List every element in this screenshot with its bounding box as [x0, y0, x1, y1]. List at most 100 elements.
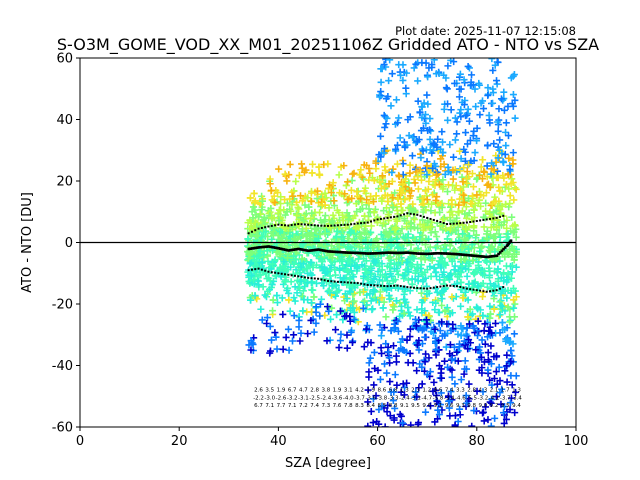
scatter-point: [445, 273, 453, 281]
scatter-point: [507, 289, 515, 297]
scatter-point: [321, 242, 329, 250]
scatter-point: [441, 276, 449, 284]
lower_bound-point: [257, 267, 260, 270]
scatter-point: [446, 272, 454, 280]
mean-point: [356, 251, 360, 255]
scatter-point: [463, 168, 471, 176]
scatter-point: [416, 220, 424, 228]
mean-point: [365, 252, 368, 255]
scatter-point: [476, 111, 484, 119]
scatter-point: [389, 203, 397, 211]
scatter-point: [484, 349, 492, 357]
scatter-point: [457, 113, 465, 121]
scatter-point: [290, 312, 298, 320]
scatter-point: [312, 303, 320, 311]
scatter-point: [289, 192, 297, 200]
scatter-point: [251, 206, 259, 214]
scatter-point: [437, 245, 445, 253]
upper_bound-point: [247, 232, 250, 235]
scatter-point: [486, 302, 494, 310]
scatter-point: [476, 349, 484, 357]
scatter-point: [487, 201, 495, 209]
scatter-point: [464, 180, 472, 188]
scatter-point: [473, 137, 481, 145]
y-tick-label: -60: [52, 421, 73, 436]
scatter-point: [289, 337, 297, 345]
scatter-point: [467, 81, 475, 89]
scatter-point: [286, 307, 294, 315]
scatter-point: [307, 189, 315, 197]
scatter-point: [400, 215, 408, 223]
scatter-point: [424, 73, 432, 81]
scatter-point: [483, 227, 491, 235]
scatter-point: [436, 327, 444, 335]
scatter-point: [428, 63, 436, 71]
scatter-point: [377, 132, 385, 140]
scatter-point: [270, 277, 278, 285]
scatter-point: [326, 181, 334, 189]
scatter-point: [321, 229, 329, 237]
scatter-point: [471, 149, 479, 157]
mean-point: [447, 252, 451, 255]
scatter-point: [463, 332, 471, 340]
scatter-point: [448, 366, 456, 374]
scatter-point: [463, 272, 471, 280]
scatter-point: [295, 316, 303, 324]
mean-point: [327, 250, 330, 253]
mean-point: [369, 252, 373, 255]
mean-point: [411, 251, 414, 255]
scatter-point: [436, 257, 444, 265]
annotation-value: -2.6: [276, 395, 287, 401]
lower_bound-point: [379, 284, 382, 287]
upper_bound-point: [274, 224, 277, 227]
mean-point: [497, 252, 500, 256]
lower_bound-point: [452, 284, 455, 287]
mean-point: [416, 252, 419, 255]
mean-point: [451, 252, 454, 256]
scatter-point: [384, 93, 392, 101]
scatter-point: [423, 371, 431, 379]
scatter-point: [473, 387, 481, 395]
scatter-point: [425, 254, 433, 262]
scatter-point: [392, 145, 400, 153]
scatter-point: [410, 64, 418, 72]
scatter-point: [485, 264, 493, 272]
annotation-value: -3.6: [332, 395, 343, 401]
scatter-point: [378, 172, 386, 180]
scatter-point: [332, 326, 340, 334]
lower_bound-point: [472, 288, 475, 291]
upper_bound-point: [442, 222, 445, 225]
scatter-point: [413, 393, 421, 401]
scatter-point: [295, 171, 303, 179]
scatter-point: [412, 139, 420, 147]
annotation-value: -3.3: [388, 395, 399, 401]
scatter-point: [277, 200, 285, 208]
scatter-point: [418, 103, 426, 111]
mean-point: [254, 246, 257, 250]
y-tick-label: 60: [56, 52, 73, 67]
lower_bound-point: [353, 281, 356, 284]
scatter-point: [490, 140, 498, 148]
scatter-point: [448, 293, 456, 301]
scatter-point: [347, 229, 355, 237]
mean-point: [398, 251, 401, 255]
x-tick-label: 80: [469, 434, 486, 449]
scatter-point: [307, 316, 315, 324]
scatter-point: [289, 270, 297, 278]
upper_bound-point: [297, 223, 300, 226]
scatter-point: [375, 243, 383, 251]
mean-point: [282, 248, 285, 251]
scatter-point: [422, 408, 430, 416]
annotation-value: 2.6: [254, 388, 263, 394]
scatter-point: [433, 193, 441, 201]
scatter-point: [271, 329, 279, 337]
upper_bound-point: [363, 221, 366, 224]
scatter-point: [456, 70, 464, 78]
scatter-point: [303, 230, 311, 238]
scatter-point: [350, 308, 358, 316]
mean-point: [255, 246, 259, 249]
scatter-point: [487, 360, 495, 368]
lower_bound-point: [479, 289, 482, 292]
scatter-point: [378, 197, 386, 205]
